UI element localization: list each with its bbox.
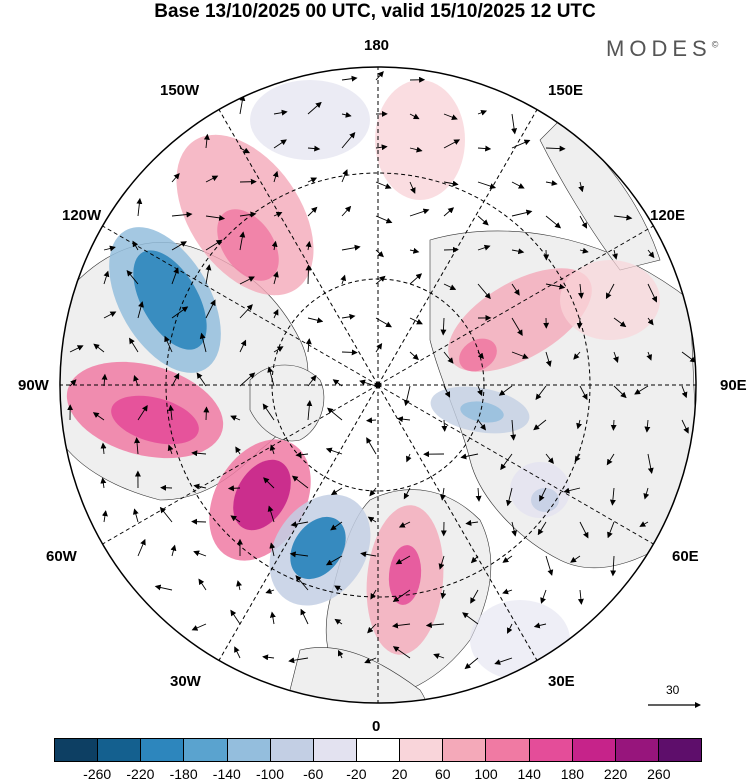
colorbar-cell <box>98 739 141 761</box>
wind-vector <box>192 522 206 523</box>
colorbar-tick-label: -220 <box>126 766 154 782</box>
lon-label-60w: 60W <box>46 548 77 566</box>
lon-label-30w: 30W <box>170 673 201 691</box>
colorbar-cell <box>659 739 701 761</box>
anomaly-region <box>375 80 465 200</box>
wind-vector <box>613 420 614 430</box>
lon-label-30e: 30E <box>548 673 575 691</box>
colorbar <box>54 738 702 762</box>
colorbar-tick-label: 60 <box>435 766 451 782</box>
anomaly-region <box>560 260 660 340</box>
colorbar-cell <box>616 739 659 761</box>
colorbar-tick-label: 140 <box>518 766 541 782</box>
lon-label-90e: 90E <box>720 377 747 395</box>
lon-label-180: 180 <box>364 37 389 55</box>
colorbar-tick-label: -140 <box>213 766 241 782</box>
colorbar-ticks: -260 -220 -180 -140 -100 -60 -20 20 60 100 140 180 2… <box>0 766 750 784</box>
colorbar-cell <box>486 739 529 761</box>
colorbar-tick-label: 100 <box>474 766 497 782</box>
colorbar-tick-label: -60 <box>303 766 323 782</box>
colorbar-cell <box>443 739 486 761</box>
lon-label-120w: 120W <box>62 207 101 225</box>
colorbar-tick-label: 220 <box>604 766 627 782</box>
wind-vector <box>342 352 357 353</box>
lon-label-150e: 150E <box>548 82 583 100</box>
north-pole-marker <box>375 382 381 388</box>
colorbar-cell <box>357 739 400 761</box>
lon-label-120e: 120E <box>650 207 685 225</box>
anomaly-region <box>470 600 570 680</box>
colorbar-cell <box>55 739 98 761</box>
reference-vector-label: 30 <box>666 683 679 697</box>
colorbar-cell <box>400 739 443 761</box>
lon-label-150w: 150W <box>160 82 199 100</box>
colorbar-cell <box>184 739 227 761</box>
colorbar-tick-label: -100 <box>256 766 284 782</box>
colorbar-cell <box>228 739 271 761</box>
colorbar-tick-label: -260 <box>83 766 111 782</box>
colorbar-tick-label: -20 <box>346 766 366 782</box>
colorbar-cell <box>271 739 314 761</box>
colorbar-tick-label: 260 <box>647 766 670 782</box>
colorbar-tick-label: -180 <box>170 766 198 782</box>
colorbar-cell <box>314 739 357 761</box>
colorbar-cell <box>141 739 184 761</box>
wind-vector <box>308 265 309 284</box>
wind-vector <box>206 407 207 420</box>
anomaly-region <box>531 488 559 512</box>
colorbar-cell <box>573 739 616 761</box>
wind-vector <box>229 488 240 489</box>
colorbar-tick-label: 20 <box>392 766 408 782</box>
lon-label-0: 0 <box>372 718 380 736</box>
lon-label-90w: 90W <box>18 377 49 395</box>
colorbar-tick-label: 180 <box>561 766 584 782</box>
lon-label-60e: 60E <box>672 548 699 566</box>
colorbar-cell <box>530 739 573 761</box>
